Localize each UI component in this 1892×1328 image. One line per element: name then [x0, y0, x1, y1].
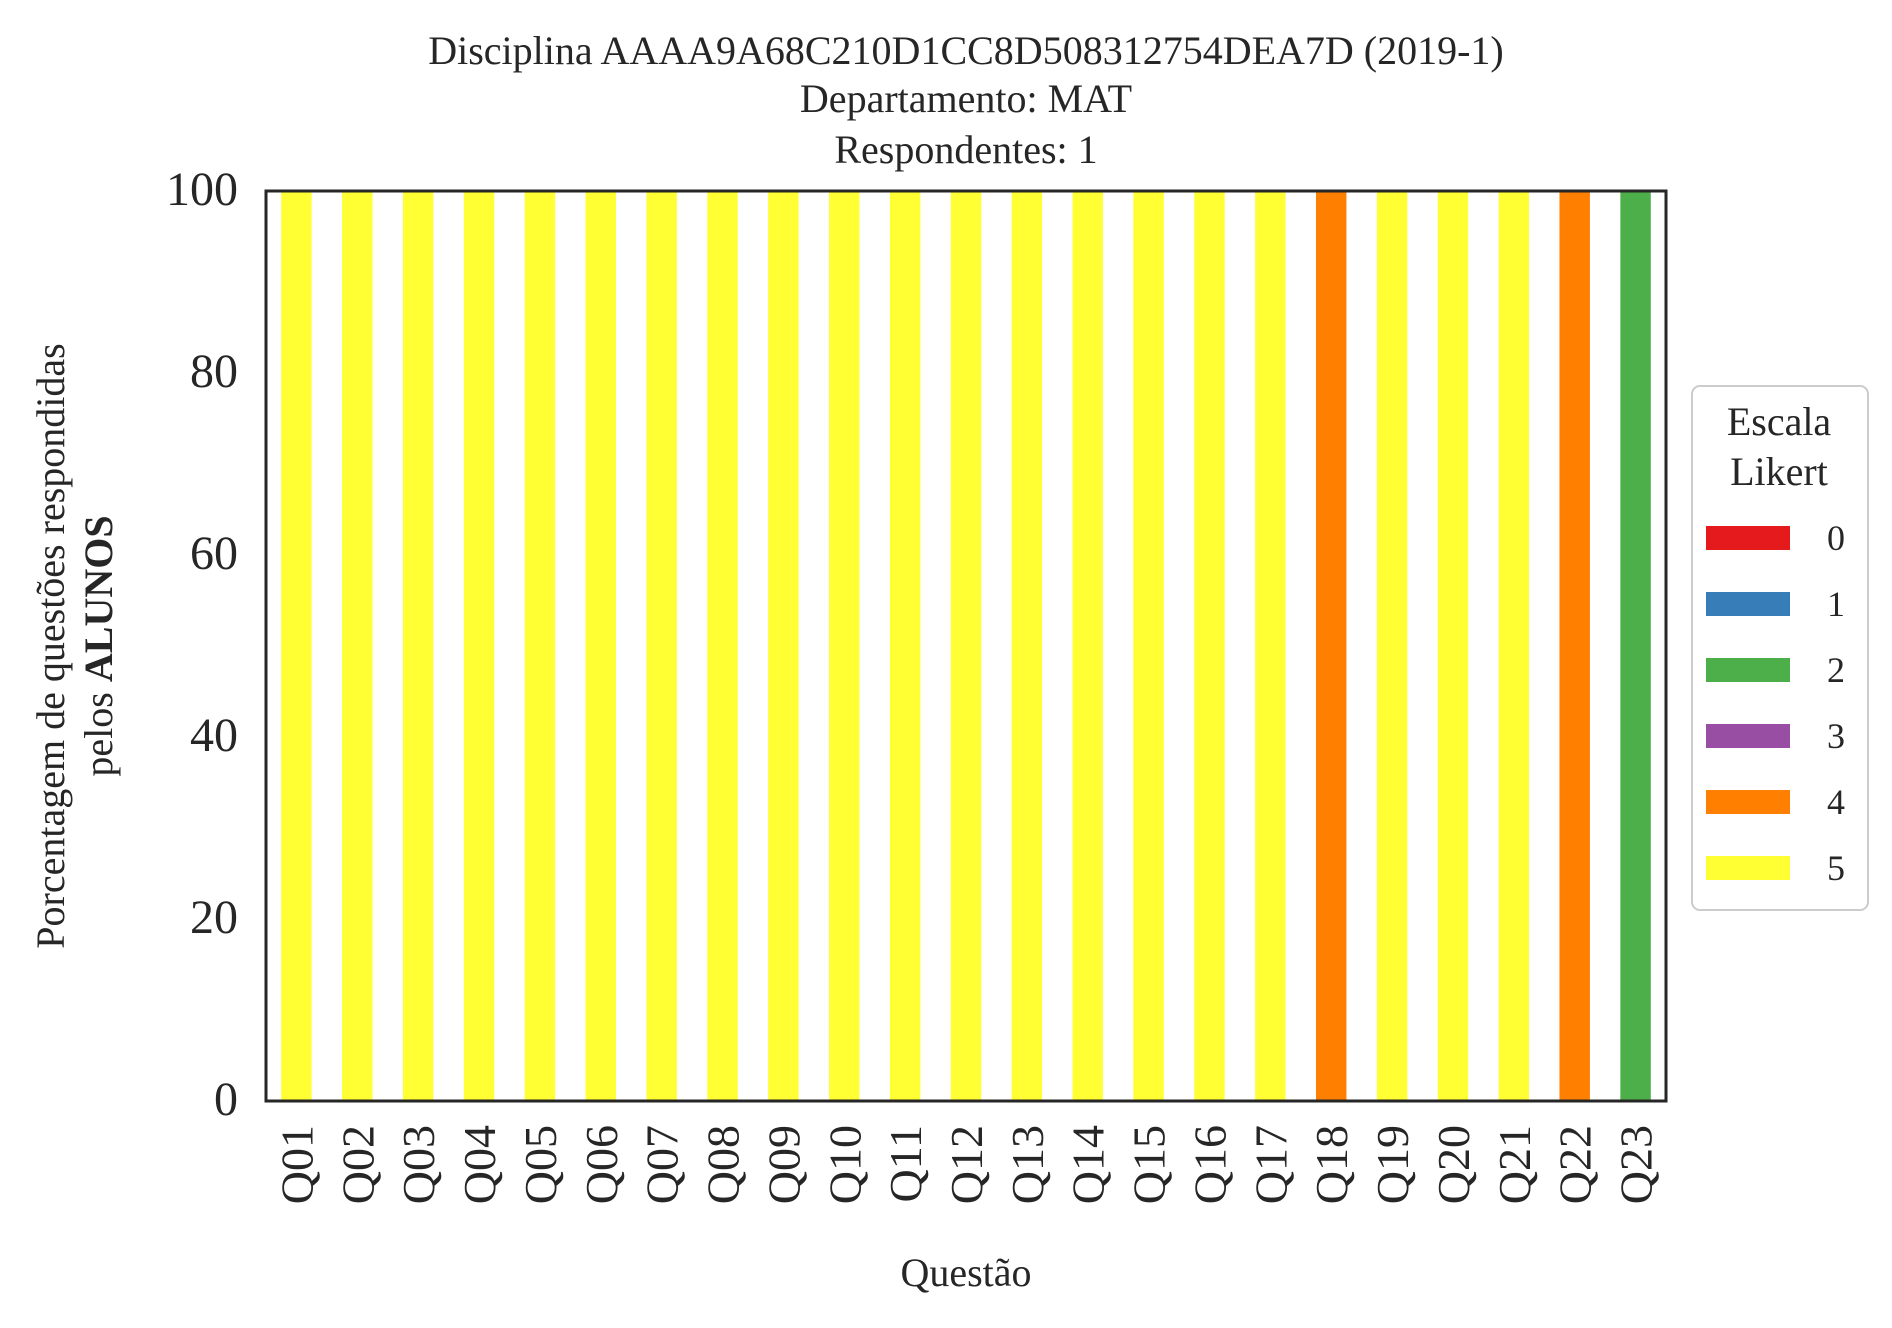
- legend-label-2: 2: [1827, 650, 1845, 690]
- y-axis-ticks: 0 20 40 60 80 100: [166, 163, 238, 1126]
- legend-label-4: 4: [1827, 782, 1845, 822]
- legend-label-3: 3: [1827, 716, 1845, 756]
- bar-q22-likert-4: [1559, 191, 1590, 1101]
- bar-q12-likert-5: [950, 191, 982, 1101]
- legend-title-line-1: Escala: [1727, 399, 1832, 444]
- bar-q21-likert-5: [1498, 191, 1530, 1101]
- x-tick-label: Q13: [1002, 1125, 1053, 1204]
- bar-q16-likert-5: [1194, 191, 1225, 1101]
- x-tick-label: Q01: [271, 1125, 322, 1204]
- x-tick-label: Q20: [1428, 1125, 1479, 1204]
- x-axis-label: Questão: [900, 1250, 1031, 1295]
- chart-title-line-2: Departamento: MAT: [800, 76, 1132, 121]
- bar-q17-likert-5: [1255, 191, 1286, 1101]
- plot-frame: [264, 189, 1668, 1103]
- x-tick-label: Q12: [941, 1125, 992, 1204]
- y-axis-label-bold: ALUNOS: [76, 515, 121, 682]
- chart-title-line-1: Disciplina AAAA9A68C210D1CC8D508312754DE…: [428, 28, 1504, 73]
- legend-label-1: 1: [1827, 584, 1845, 624]
- bar-q11-likert-5: [889, 191, 921, 1101]
- x-tick-label: Q18: [1306, 1125, 1357, 1204]
- y-axis-label-line-2: pelos ALUNOS: [76, 515, 121, 776]
- bar-q10-likert-5: [829, 191, 860, 1101]
- y-axis-label-prefix: pelos: [76, 682, 121, 776]
- bar-q09-likert-5: [768, 191, 799, 1101]
- x-tick-label: Q15: [1124, 1125, 1175, 1204]
- bars-layer: [281, 191, 1651, 1101]
- x-tick-label: Q07: [637, 1125, 688, 1204]
- x-tick-label: Q10: [819, 1125, 870, 1204]
- x-tick-label: Q06: [576, 1125, 627, 1204]
- legend-title-line-2: Likert: [1730, 449, 1828, 494]
- x-tick-label: Q04: [454, 1125, 505, 1204]
- y-tick-label: 0: [214, 1073, 238, 1126]
- x-tick-label: Q08: [698, 1125, 749, 1204]
- y-axis-label: Porcentagem de questões respondidas pelo…: [28, 343, 121, 948]
- x-tick-label: Q05: [515, 1125, 566, 1204]
- x-tick-label: Q11: [880, 1125, 931, 1203]
- bar-q01-likert-5: [281, 191, 312, 1101]
- legend-swatch-5: [1706, 856, 1790, 880]
- y-tick-label: 100: [166, 163, 238, 216]
- x-tick-label: Q21: [1489, 1125, 1540, 1204]
- y-axis-label-line-1: Porcentagem de questões respondidas: [28, 343, 73, 948]
- x-tick-label: Q02: [332, 1125, 383, 1204]
- x-tick-label: Q09: [758, 1125, 809, 1204]
- bar-q18-likert-4: [1316, 191, 1347, 1101]
- bar-q23-likert-2: [1620, 191, 1651, 1101]
- bar-q14-likert-5: [1072, 191, 1103, 1101]
- legend-swatch-4: [1706, 790, 1790, 814]
- bar-q05-likert-5: [524, 191, 556, 1101]
- x-tick-label: Q23: [1611, 1125, 1662, 1204]
- x-tick-label: Q14: [1063, 1125, 1114, 1204]
- chart-title-line-3: Respondentes: 1: [834, 127, 1097, 172]
- bar-q03-likert-5: [402, 191, 434, 1101]
- bar-q13-likert-5: [1011, 191, 1043, 1101]
- bar-q07-likert-5: [646, 191, 677, 1101]
- y-tick-label: 40: [190, 709, 238, 762]
- legend-swatch-2: [1706, 658, 1790, 682]
- x-tick-label: Q19: [1367, 1125, 1418, 1204]
- legend: Escala Likert 0 1 2 3 4 5: [1691, 385, 1869, 911]
- x-tick-label: Q17: [1245, 1125, 1296, 1204]
- legend-swatch-1: [1706, 592, 1790, 616]
- legend-frame: [1691, 385, 1869, 911]
- x-tick-label: Q03: [393, 1125, 444, 1204]
- bar-q15-likert-5: [1133, 191, 1164, 1101]
- legend-label-0: 0: [1827, 518, 1845, 558]
- bar-q02-likert-5: [342, 191, 373, 1101]
- bar-q04-likert-5: [463, 191, 495, 1101]
- x-tick-label: Q22: [1550, 1125, 1601, 1204]
- y-tick-label: 80: [190, 345, 238, 398]
- legend-label-5: 5: [1827, 848, 1845, 888]
- y-tick-label: 60: [190, 527, 238, 580]
- legend-swatch-0: [1706, 526, 1790, 550]
- x-tick-label: Q16: [1184, 1125, 1235, 1204]
- x-axis-ticks: Q01 Q02 Q03 Q04 Q05 Q06 Q07 Q08 Q09 Q10 Q11 Q12 Q13 Q…: [271, 1125, 1661, 1204]
- legend-entries: 0 1 2 3 4 5: [1706, 518, 1845, 888]
- bar-q20-likert-5: [1437, 191, 1469, 1101]
- chart-title: Disciplina AAAA9A68C210D1CC8D508312754DE…: [428, 28, 1504, 172]
- bar-q06-likert-5: [585, 191, 616, 1101]
- bar-q08-likert-5: [707, 191, 738, 1101]
- legend-swatch-3: [1706, 724, 1790, 748]
- bar-q19-likert-5: [1376, 191, 1408, 1101]
- y-tick-label: 20: [190, 891, 238, 944]
